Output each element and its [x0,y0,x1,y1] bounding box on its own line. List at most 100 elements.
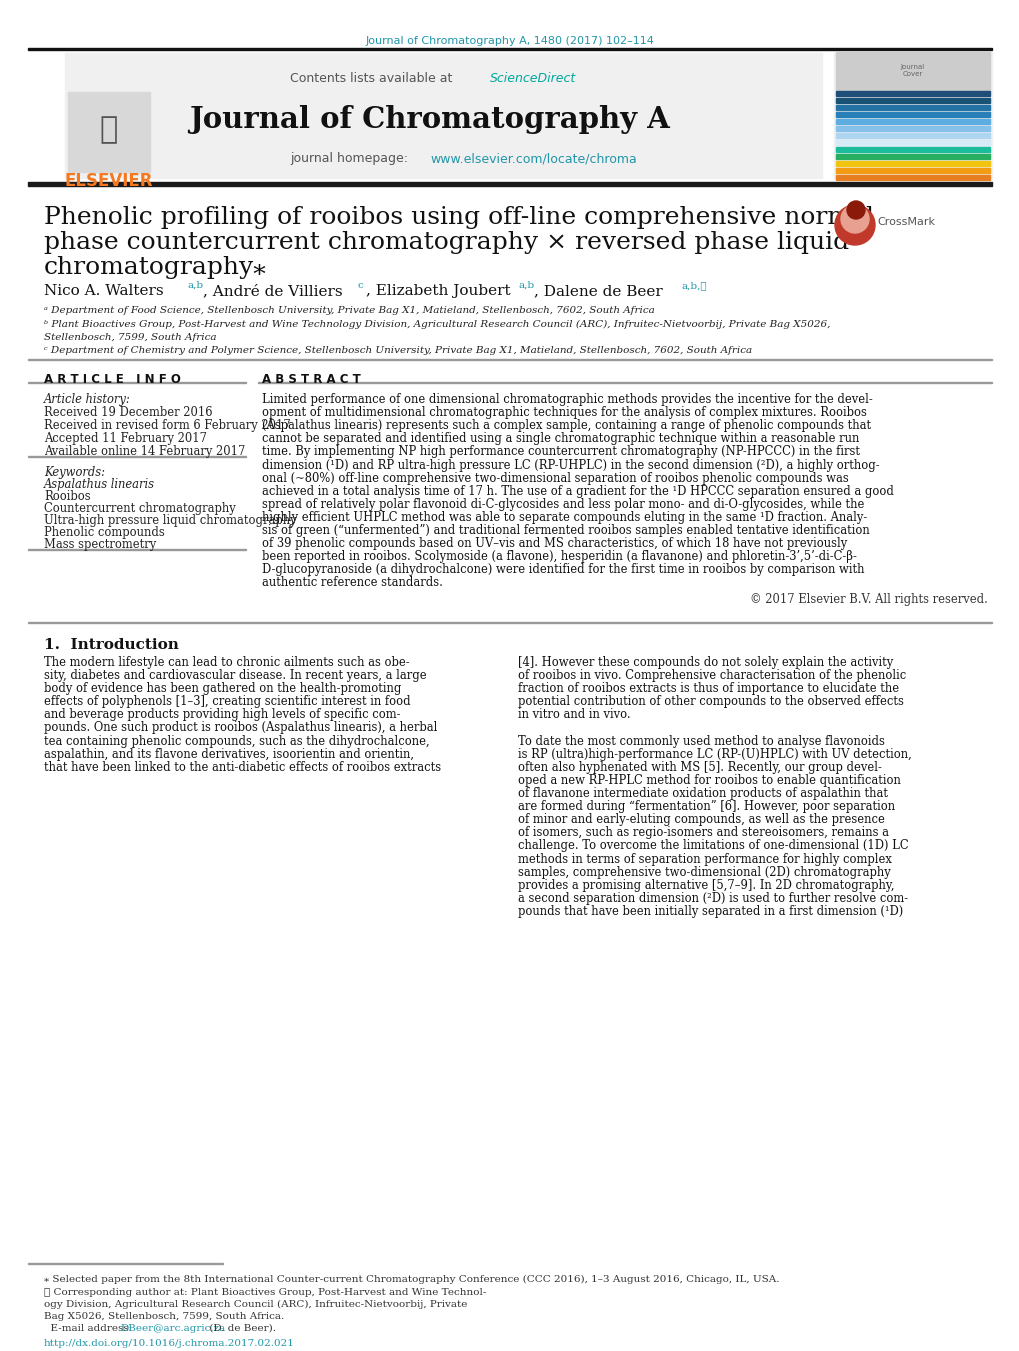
Text: ⁊ Corresponding author at: Plant Bioactives Group, Post-Harvest and Wine Technol: ⁊ Corresponding author at: Plant Bioacti… [44,1288,486,1297]
Text: a,b: a,b [187,281,204,290]
Text: ⁎ Selected paper from the 8th International Counter-current Chromatography Confe: ⁎ Selected paper from the 8th Internatio… [44,1275,779,1283]
Bar [836,146,989,153]
Text: Rooibos: Rooibos [44,490,91,503]
Text: pounds that have been initially separated in a first dimension (¹D): pounds that have been initially separate… [518,905,903,917]
Circle shape [835,205,874,245]
Bar [836,168,989,173]
Bar [836,97,989,103]
Text: opment of multidimensional chromatographic techniques for the analysis of comple: opment of multidimensional chromatograph… [262,407,866,419]
Bar [28,181,991,186]
Text: and beverage products providing high levels of specific com-: and beverage products providing high lev… [44,708,400,721]
Bar [836,139,989,145]
Text: Bag X5026, Stellenbosch, 7599, South Africa.: Bag X5026, Stellenbosch, 7599, South Afr… [44,1312,284,1321]
Bar [836,51,989,91]
Text: ogy Division, Agricultural Research Council (ARC), Infruitec-Nietvoorbij, Privat: ogy Division, Agricultural Research Coun… [44,1300,467,1309]
Text: , André de Villiers: , André de Villiers [203,284,342,299]
Text: onal (~80%) off-line comprehensive two-dimensional separation of rooibos phenoli: onal (~80%) off-line comprehensive two-d… [262,471,848,485]
Text: sis of green (“unfermented”) and traditional fermented rooibos samples enabled t: sis of green (“unfermented”) and traditi… [262,524,869,536]
Text: body of evidence has been gathered on the health-promoting: body of evidence has been gathered on th… [44,682,401,696]
Text: of 39 phenolic compounds based on UV–vis and MS characteristics, of which 18 hav: of 39 phenolic compounds based on UV–vis… [262,538,847,550]
Text: (D. de Beer).: (D. de Beer). [206,1324,276,1333]
Text: c: c [358,281,364,290]
Text: highly efficient UHPLC method was able to separate compounds eluting in the same: highly efficient UHPLC method was able t… [262,511,866,524]
Text: a second separation dimension (²D) is used to further resolve com-: a second separation dimension (²D) is us… [518,892,907,905]
Text: The modern lifestyle can lead to chronic ailments such as obe-: The modern lifestyle can lead to chronic… [44,657,410,669]
Text: (Aspalathus linearis) represents such a complex sample, containing a range of ph: (Aspalathus linearis) represents such a … [262,419,870,432]
Text: spread of relatively polar flavonoid di-C-glycosides and less polar mono- and di: spread of relatively polar flavonoid di-… [262,497,863,511]
Text: Phenolic profiling of rooibos using off-line comprehensive normal: Phenolic profiling of rooibos using off-… [44,205,873,230]
Text: oped a new RP-HPLC method for rooibos to enable quantification: oped a new RP-HPLC method for rooibos to… [518,774,900,786]
Text: phase countercurrent chromatography × reversed phase liquid: phase countercurrent chromatography × re… [44,231,848,254]
Text: Limited performance of one dimensional chromatographic methods provides the ince: Limited performance of one dimensional c… [262,393,872,407]
Circle shape [846,201,864,219]
Text: DBeer@arc.agric.za: DBeer@arc.agric.za [120,1324,225,1333]
Text: http://dx.doi.org/10.1016/j.chroma.2017.02.021: http://dx.doi.org/10.1016/j.chroma.2017.… [44,1339,294,1348]
Text: of flavanone intermediate oxidation products of aspalathin that: of flavanone intermediate oxidation prod… [518,788,888,800]
Text: cannot be separated and identified using a single chromatographic technique with: cannot be separated and identified using… [262,432,859,446]
Bar [836,132,989,138]
Text: ScienceDirect: ScienceDirect [489,72,576,85]
Bar [836,126,989,131]
Text: Available online 14 February 2017: Available online 14 February 2017 [44,444,246,458]
Text: Contents lists available at: Contents lists available at [289,72,455,85]
Text: a,b: a,b [519,281,535,290]
Bar [836,112,989,118]
Bar [836,154,989,159]
Text: chromatography⁎: chromatography⁎ [44,255,267,280]
Text: of isomers, such as regio-isomers and stereoisomers, remains a: of isomers, such as regio-isomers and st… [518,827,889,839]
Text: challenge. To overcome the limitations of one-dimensional (1D) LC: challenge. To overcome the limitations o… [518,839,908,852]
Bar [836,119,989,124]
Text: pounds. One such product is rooibos (Aspalathus linearis), a herbal: pounds. One such product is rooibos (Asp… [44,721,437,735]
Text: ᶜ Department of Chemistry and Polymer Science, Stellenbosch University, Private : ᶜ Department of Chemistry and Polymer Sc… [44,346,751,355]
Text: sity, diabetes and cardiovascular disease. In recent years, a large: sity, diabetes and cardiovascular diseas… [44,669,426,682]
Bar [68,92,150,172]
Text: samples, comprehensive two-dimensional (2D) chromatography: samples, comprehensive two-dimensional (… [518,866,890,878]
Text: effects of polyphenols [1–3], creating scientific interest in food: effects of polyphenols [1–3], creating s… [44,696,411,708]
Text: journal homepage:: journal homepage: [289,153,412,165]
Text: 1.  Introduction: 1. Introduction [44,638,178,653]
Text: are formed during “fermentation” [6]. However, poor separation: are formed during “fermentation” [6]. Ho… [518,800,895,813]
Text: a,b,⁊: a,b,⁊ [682,281,707,290]
Text: A B S T R A C T: A B S T R A C T [262,373,361,386]
Text: D-glucopyranoside (a dihydrochalcone) were identified for the first time in rooi: D-glucopyranoside (a dihydrochalcone) we… [262,563,864,577]
Text: Ultra-high pressure liquid chromatography: Ultra-high pressure liquid chromatograph… [44,513,297,527]
Text: CrossMark: CrossMark [876,218,934,227]
Text: authentic reference standards.: authentic reference standards. [262,577,442,589]
Text: [4]. However these compounds do not solely explain the activity: [4]. However these compounds do not sole… [518,657,893,669]
Text: Countercurrent chromatography: Countercurrent chromatography [44,503,235,515]
Bar [65,53,821,178]
Bar [836,104,989,109]
Text: ELSEVIER: ELSEVIER [64,172,153,190]
Text: provides a promising alternative [5,7–9]. In 2D chromatography,: provides a promising alternative [5,7–9]… [518,878,894,892]
Text: achieved in a total analysis time of 17 h. The use of a gradient for the ¹D HPCC: achieved in a total analysis time of 17 … [262,485,893,497]
Text: of rooibos in vivo. Comprehensive characterisation of the phenolic: of rooibos in vivo. Comprehensive charac… [518,669,905,682]
Text: Stellenbosch, 7599, South Africa: Stellenbosch, 7599, South Africa [44,332,216,342]
Text: 🌲: 🌲 [100,115,118,145]
Text: fraction of rooibos extracts is thus of importance to elucidate the: fraction of rooibos extracts is thus of … [518,682,898,696]
Text: Nico A. Walters: Nico A. Walters [44,284,163,299]
Text: often also hyphenated with MS [5]. Recently, our group devel-: often also hyphenated with MS [5]. Recen… [518,761,881,774]
Text: Mass spectrometry: Mass spectrometry [44,538,156,551]
Bar [836,161,989,166]
Text: potential contribution of other compounds to the observed effects: potential contribution of other compound… [518,696,903,708]
Text: dimension (¹D) and RP ultra-high pressure LC (RP-UHPLC) in the second dimension : dimension (¹D) and RP ultra-high pressur… [262,458,878,471]
Text: time. By implementing NP high performance countercurrent chromatography (NP-HPCC: time. By implementing NP high performanc… [262,446,859,458]
Circle shape [841,205,868,232]
Text: , Elizabeth Joubert: , Elizabeth Joubert [366,284,511,299]
Text: of minor and early-eluting compounds, as well as the presence: of minor and early-eluting compounds, as… [518,813,884,827]
Text: To date the most commonly used method to analyse flavonoids: To date the most commonly used method to… [518,735,884,747]
Bar [836,174,989,180]
Text: tea containing phenolic compounds, such as the dihydrochalcone,: tea containing phenolic compounds, such … [44,735,429,747]
Bar [836,91,989,96]
Text: is RP (ultra)high-performance LC (RP-(U)HPLC) with UV detection,: is RP (ultra)high-performance LC (RP-(U)… [518,747,911,761]
Text: E-mail address:: E-mail address: [44,1324,136,1333]
Bar [28,47,991,50]
Text: A R T I C L E   I N F O: A R T I C L E I N F O [44,373,180,386]
Bar [834,53,991,178]
Text: © 2017 Elsevier B.V. All rights reserved.: © 2017 Elsevier B.V. All rights reserved… [749,593,987,607]
Text: Aspalathus linearis: Aspalathus linearis [44,478,155,490]
Text: in vitro and in vivo.: in vitro and in vivo. [518,708,630,721]
Text: aspalathin, and its flavone derivatives, isoorientin and orientin,: aspalathin, and its flavone derivatives,… [44,747,414,761]
Text: Received 19 December 2016: Received 19 December 2016 [44,407,212,419]
Text: ᵇ Plant Bioactives Group, Post-Harvest and Wine Technology Division, Agricultura: ᵇ Plant Bioactives Group, Post-Harvest a… [44,320,829,330]
